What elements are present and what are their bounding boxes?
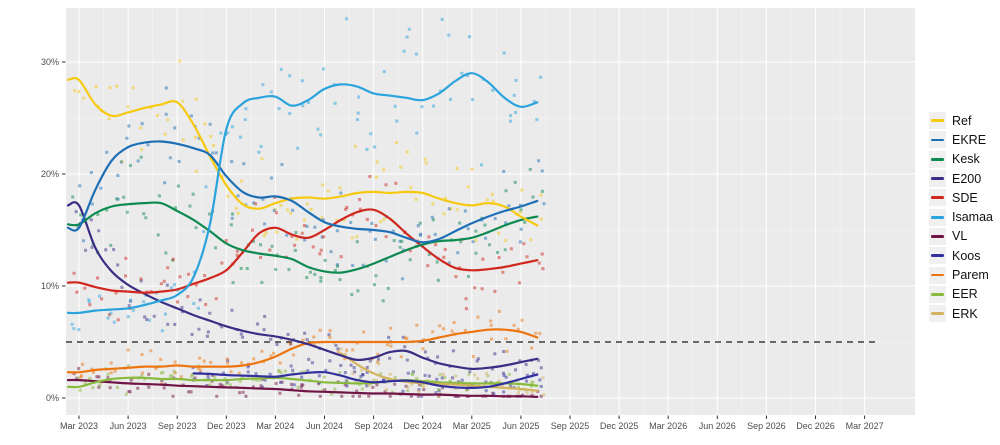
trend-line-erk: [339, 352, 539, 392]
legend-item-kesk: Kesk: [929, 150, 993, 169]
x-tick-label: Sep 2025: [551, 421, 590, 431]
chart-legend: Ref EKRE Kesk E200 SDE Isamaa VL Koos Parem EER ER…: [929, 111, 993, 323]
axis-labels: Mar 2023 Jun 2023 Sep 2023 Dec 2023 Mar 2024…: [41, 57, 884, 431]
y-tick-label: 30%: [41, 57, 59, 67]
x-tick-label: Mar 2026: [649, 421, 687, 431]
legend-color-line: [931, 254, 944, 258]
legend-color-line: [931, 292, 944, 296]
x-tick-label: Mar 2024: [256, 421, 294, 431]
legend-item-isamaa: Isamaa: [929, 207, 993, 226]
x-tick-label: Dec 2023: [207, 421, 246, 431]
legend-key-swatch: [929, 266, 946, 284]
legend-key-swatch: [929, 112, 946, 130]
trend-line-eer: [66, 376, 539, 389]
legend-label: E200: [952, 171, 982, 186]
legend-key-swatch: [929, 247, 946, 265]
legend-key-swatch: [929, 227, 946, 245]
legend-item-vl: VL: [929, 227, 993, 246]
legend-label: Isamaa: [952, 210, 993, 225]
legend-label: ERK: [952, 306, 978, 321]
legend-color-line: [931, 273, 944, 277]
legend-key-swatch: [929, 131, 946, 149]
legend-color-line: [931, 312, 944, 315]
x-tick-label: Jun 2023: [110, 421, 147, 431]
legend-color-line: [931, 215, 944, 219]
legend-key-swatch: [929, 150, 946, 168]
x-tick-label: Mar 2027: [846, 421, 884, 431]
x-tick-label: Dec 2024: [403, 421, 442, 431]
legend-item-e200: E200: [929, 169, 993, 188]
legend-color-line: [931, 138, 944, 142]
legend-label: VL: [952, 229, 968, 244]
x-tick-label: Mar 2023: [60, 421, 98, 431]
trend-line-sde: [66, 208, 539, 294]
legend-label: EKRE: [952, 132, 987, 147]
trend-line-koos: [192, 370, 539, 390]
legend-color-line: [931, 235, 944, 238]
x-tick-label: Mar 2025: [453, 421, 491, 431]
x-tick-label: Dec 2025: [600, 421, 639, 431]
trend-line-parem: [66, 328, 539, 374]
legend-label: Kesk: [952, 152, 980, 167]
legend-item-koos: Koos: [929, 246, 993, 265]
legend-color-line: [931, 177, 944, 180]
legend-item-parem: Parem: [929, 265, 993, 284]
legend-label: EER: [952, 287, 978, 302]
legend-item-eer: EER: [929, 285, 993, 304]
legend-label: Parem: [952, 268, 989, 283]
trend-line-isamaa: [66, 72, 539, 315]
legend-label: SDE: [952, 190, 978, 205]
legend-key-swatch: [929, 170, 946, 188]
y-tick-label: 0%: [46, 393, 59, 403]
x-tick-label: Sep 2026: [747, 421, 786, 431]
trend-lines: [66, 72, 539, 398]
x-tick-label: Sep 2023: [158, 421, 197, 431]
legend-label: Koos: [952, 248, 981, 263]
legend-color-line: [931, 157, 944, 161]
legend-key-swatch: [929, 208, 946, 226]
legend-color-line: [931, 196, 944, 200]
y-tick-label: 10%: [41, 281, 59, 291]
trend-line-ekre: [66, 140, 539, 244]
y-tick-label: 20%: [41, 169, 59, 179]
x-tick-label: Jun 2024: [306, 421, 343, 431]
x-tick-label: Sep 2024: [354, 421, 393, 431]
x-tick-label: Jun 2025: [502, 421, 539, 431]
legend-item-sde: SDE: [929, 188, 993, 207]
legend-color-line: [931, 119, 944, 123]
legend-item-ekre: EKRE: [929, 130, 993, 149]
trend-line-vl: [66, 378, 539, 398]
legend-item-ref: Ref: [929, 111, 993, 130]
legend-key-swatch: [929, 285, 946, 303]
trend-line-ref: [66, 76, 539, 227]
legend-key-swatch: [929, 305, 946, 323]
legend-key-swatch: [929, 189, 946, 207]
trend-line-kesk: [66, 201, 539, 274]
x-tick-label: Jun 2026: [699, 421, 736, 431]
legend-label: Ref: [952, 113, 972, 128]
x-tick-label: Dec 2026: [796, 421, 835, 431]
legend-item-erk: ERK: [929, 304, 993, 323]
plot-panel: [66, 8, 915, 415]
